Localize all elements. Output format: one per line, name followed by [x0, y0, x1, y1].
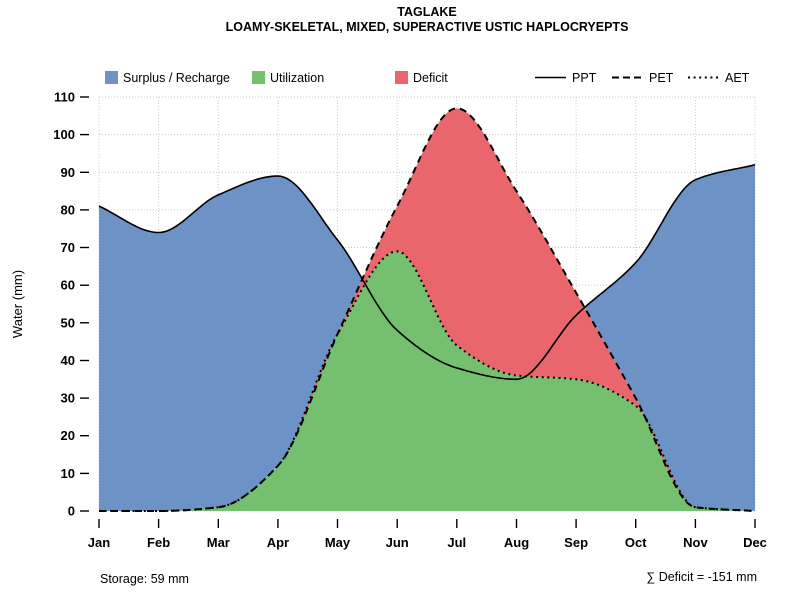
y-axis-title: Water (mm) — [10, 270, 25, 338]
y-axis-label: 70 — [61, 240, 75, 255]
y-axis-label: 50 — [61, 315, 75, 330]
legend-swatch-deficit — [395, 71, 408, 84]
legend-swatch-utilization — [252, 71, 265, 84]
legend: Surplus / Recharge Utilization Deficit P… — [105, 71, 750, 85]
y-axis-label: 10 — [61, 466, 75, 481]
x-axis-label: May — [325, 535, 351, 550]
x-axis-label: Aug — [504, 535, 529, 550]
x-axis-label: Jul — [447, 535, 466, 550]
x-axis-label: Feb — [147, 535, 170, 550]
y-axis-label: 60 — [61, 278, 75, 293]
y-axis-label: 100 — [53, 127, 75, 142]
x-axis-label: Oct — [625, 535, 647, 550]
deficit-sum-annotation: ∑ Deficit = -151 mm — [646, 570, 757, 584]
x-axis-label: Mar — [207, 535, 230, 550]
surplus-recharge-area — [99, 108, 755, 512]
storage-annotation: Storage: 59 mm — [100, 572, 189, 586]
pet-line — [99, 107, 756, 512]
chart-subtitle: LOAMY-SKELETAL, MIXED, SUPERACTIVE USTIC… — [226, 20, 629, 34]
legend-label-ppt: PPT — [572, 71, 597, 85]
chart-title: TAGLAKE — [397, 5, 457, 19]
y-axis-label: 30 — [61, 391, 75, 406]
y-axis-label: 0 — [68, 504, 75, 519]
utilization-area — [99, 251, 755, 512]
x-axis-label: Sep — [564, 535, 588, 550]
x-axis-label: Nov — [683, 535, 708, 550]
legend-label-aet: AET — [725, 71, 750, 85]
axis-layer: Jan Feb Mar Apr May Jun Jul Aug Sep Oct Nov Dec 0 10 2… — [53, 90, 767, 551]
legend-label-surplus: Surplus / Recharge — [123, 71, 230, 85]
deficit-area — [99, 108, 755, 512]
line-layer — [98, 107, 756, 512]
y-axis-label: 90 — [61, 165, 75, 180]
y-axis-label: 20 — [61, 428, 75, 443]
x-axis-label: Jun — [386, 535, 409, 550]
legend-label-deficit: Deficit — [413, 71, 448, 85]
x-axis-label: Apr — [267, 535, 289, 550]
legend-label-pet: PET — [649, 71, 674, 85]
x-axis-label: Dec — [743, 535, 767, 550]
legend-swatch-surplus — [105, 71, 118, 84]
x-axis-label: Jan — [88, 535, 110, 550]
legend-label-utilization: Utilization — [270, 71, 324, 85]
y-axis-label: 80 — [61, 202, 75, 217]
y-axis-label: 40 — [61, 353, 75, 368]
ppt-line — [98, 163, 756, 381]
area-layer — [99, 108, 755, 512]
y-axis-label: 110 — [54, 90, 75, 105]
